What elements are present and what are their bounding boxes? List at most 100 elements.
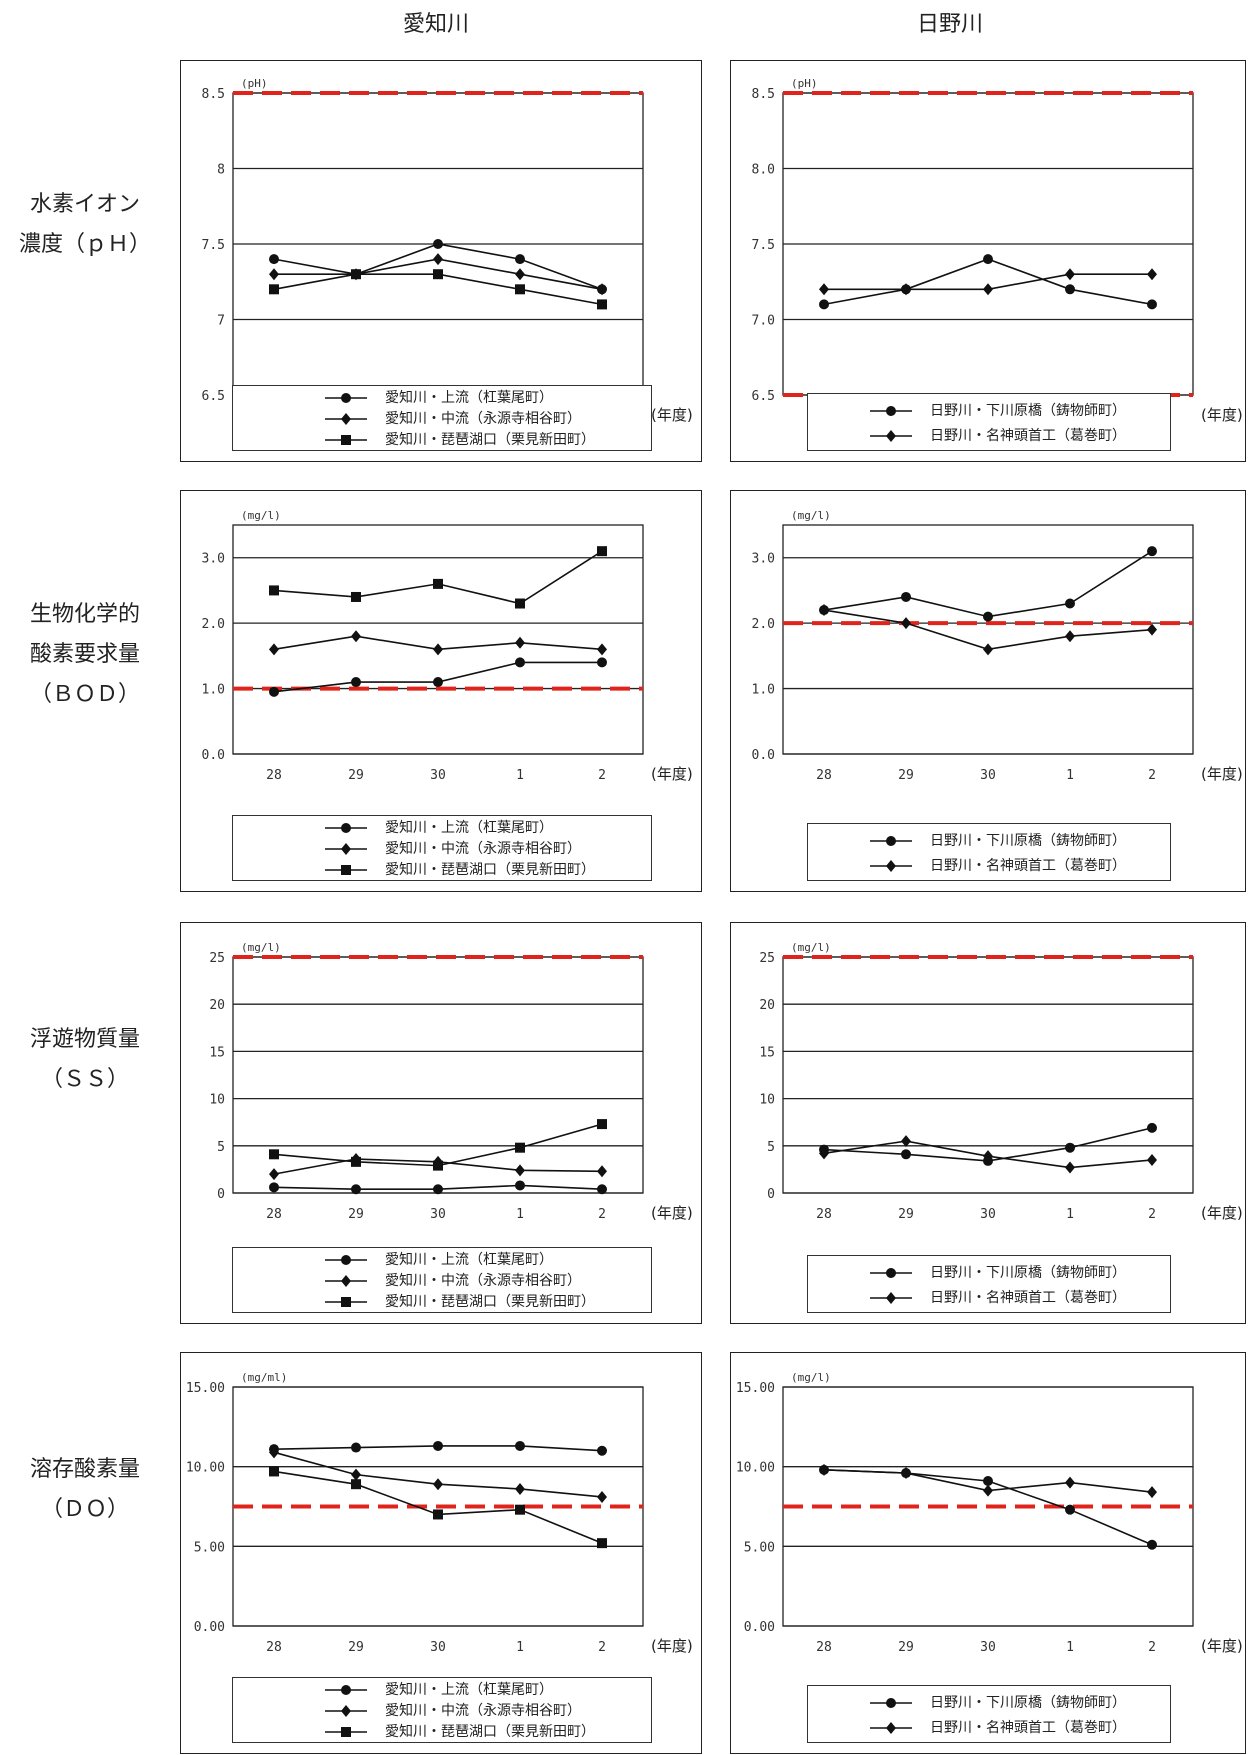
data-point — [269, 1149, 279, 1160]
data-point — [1147, 268, 1157, 281]
legend-label: 愛知川・中流（永源寺相谷町） — [385, 1703, 581, 1719]
legend-label: 愛知川・中流（永源寺相谷町） — [385, 1273, 581, 1289]
data-point — [1065, 284, 1075, 295]
chart-panel-2-1: 0 5 10 15 20 25 (mg/l) 28 29 30 1 2 (年度) 日野川・下川原橋（鋳物師… — [730, 922, 1246, 1324]
series-line — [823, 258, 1153, 306]
x-unit-label: (年度) — [651, 406, 693, 424]
data-point — [351, 630, 361, 643]
series-0 — [269, 239, 607, 295]
data-point — [351, 1184, 361, 1195]
x-unit-label: (年度) — [1201, 765, 1243, 783]
chart-svg: 0.00 5.00 10.00 15.00 (mg/l) 28 29 30 1 2 (年度) — [736, 1371, 1243, 1655]
data-point — [1065, 1504, 1075, 1515]
plot-area — [232, 524, 644, 755]
series-0 — [269, 1180, 607, 1195]
row-label-0: 水素イオン 濃度（ｐＨ） — [0, 185, 170, 265]
data-point — [819, 1147, 829, 1160]
data-point — [1147, 1486, 1157, 1499]
x-tick-label: 29 — [348, 768, 364, 783]
data-point — [1065, 1142, 1075, 1153]
data-point — [351, 269, 361, 280]
legend-swatch — [325, 1275, 367, 1287]
y-tick-label: 5.00 — [194, 1540, 225, 1555]
series-1 — [269, 1446, 607, 1503]
data-point — [515, 1440, 525, 1451]
legend: 日野川・下川原橋（鋳物師町） 日野川・名神頭首工（葛巻町） — [807, 823, 1171, 881]
y-tick-label: 0 — [767, 1187, 775, 1202]
y-tick-label: 7.0 — [752, 314, 775, 329]
data-point — [433, 643, 443, 656]
data-point — [1147, 1153, 1157, 1166]
series-line — [273, 243, 603, 291]
legend: 日野川・下川原橋（鋳物師町） 日野川・名神頭首工（葛巻町） — [807, 1685, 1171, 1743]
data-point — [433, 269, 443, 280]
data-point — [269, 254, 279, 265]
y-tick-label: 0 — [217, 1187, 225, 1202]
legend-label: 愛知川・中流（永源寺相谷町） — [385, 841, 581, 857]
legend-swatch — [325, 413, 367, 425]
y-tick-label: 7.5 — [752, 238, 775, 253]
data-point — [433, 253, 443, 266]
x-tick-label: 1 — [516, 768, 524, 783]
chart-svg: 0 5 10 15 20 25 (mg/l) 28 29 30 1 2 (年度) — [759, 941, 1242, 1222]
data-point — [597, 1119, 607, 1130]
legend-swatch — [870, 1292, 912, 1304]
data-point — [351, 591, 361, 602]
data-point — [269, 284, 279, 295]
y-tick-label: 10.00 — [186, 1461, 225, 1476]
column-title-aichi: 愛知川 — [402, 12, 469, 37]
legend: 愛知川・上流（杠葉尾町） 愛知川・中流（永源寺相谷町） 愛知川・琵琶湖口（栗見新田町… — [232, 385, 652, 451]
chart-panel-1-0: 0.0 1.0 2.0 3.0 (mg/l) 28 29 30 1 2 (年度) 愛知川・上流（杠葉尾… — [180, 490, 702, 892]
legend-swatch — [325, 393, 367, 403]
y-tick-label: 15 — [209, 1045, 225, 1060]
legend-label: 日野川・下川原橋（鋳物師町） — [930, 833, 1126, 849]
legend-label: 愛知川・上流（杠葉尾町） — [385, 820, 553, 836]
data-point — [515, 254, 525, 265]
series-1 — [819, 268, 1157, 296]
row-label-line: 溶存酸素量 — [29, 1457, 140, 1482]
x-unit-label: (年度) — [651, 1637, 693, 1655]
row-label-line: 水素イオン — [29, 192, 140, 217]
data-point — [515, 268, 525, 281]
x-tick-label: 1 — [1066, 768, 1074, 783]
unit-label: (mg/l) — [791, 941, 831, 954]
legend: 日野川・下川原橋（鋳物師町） 日野川・名神頭首工（葛巻町） — [807, 1255, 1171, 1313]
y-tick-label: 5.00 — [744, 1540, 775, 1555]
data-point — [515, 1504, 525, 1515]
y-tick-label: 25 — [759, 951, 775, 966]
y-tick-label: 3.0 — [202, 552, 225, 567]
unit-label: (mg/ml) — [241, 1371, 287, 1384]
x-tick-label: 30 — [430, 1640, 446, 1655]
row-label-line: 浮遊物質量 — [29, 1027, 140, 1052]
y-tick-label: 2.0 — [752, 617, 775, 632]
x-tick-label: 1 — [1066, 1207, 1074, 1222]
x-tick-label: 30 — [980, 1640, 996, 1655]
chart-panel-0-1: 6.57.07.58.08.5(pH)28293012(年度)日野川・下川原橋（… — [730, 60, 1246, 462]
data-point — [433, 239, 443, 249]
data-point — [1147, 623, 1157, 636]
x-unit-label: (年度) — [1201, 1637, 1243, 1655]
data-point — [433, 1509, 443, 1520]
series-2 — [269, 1466, 607, 1549]
data-point — [901, 617, 911, 630]
row-label-3: 溶存酸素量 （ＤＯ） — [0, 1450, 170, 1530]
data-point — [1065, 268, 1075, 281]
x-tick-label: 28 — [266, 1640, 282, 1655]
data-point — [597, 546, 607, 557]
data-point — [433, 578, 443, 589]
data-point — [597, 283, 607, 296]
data-point — [983, 283, 993, 296]
x-tick-label: 2 — [598, 1640, 606, 1655]
y-tick-label: 10.00 — [736, 1461, 775, 1476]
legend-label: 愛知川・上流（杠葉尾町） — [385, 1252, 553, 1268]
legend-label: 愛知川・琵琶湖口（栗見新田町） — [385, 432, 595, 448]
y-tick-label: 7 — [217, 314, 225, 329]
chart-svg: 0.0 1.0 2.0 3.0 (mg/l) 28 29 30 1 2 (年度) — [752, 509, 1243, 783]
series-2 — [269, 269, 607, 310]
y-tick-label: 5 — [767, 1140, 775, 1155]
legend-label: 日野川・名神頭首工（葛巻町） — [930, 428, 1126, 444]
data-point — [1147, 1539, 1157, 1550]
row-label-line: （ＢＯＤ） — [29, 682, 140, 707]
legend-label: 日野川・下川原橋（鋳物師町） — [930, 1695, 1126, 1711]
series-1 — [269, 630, 607, 656]
